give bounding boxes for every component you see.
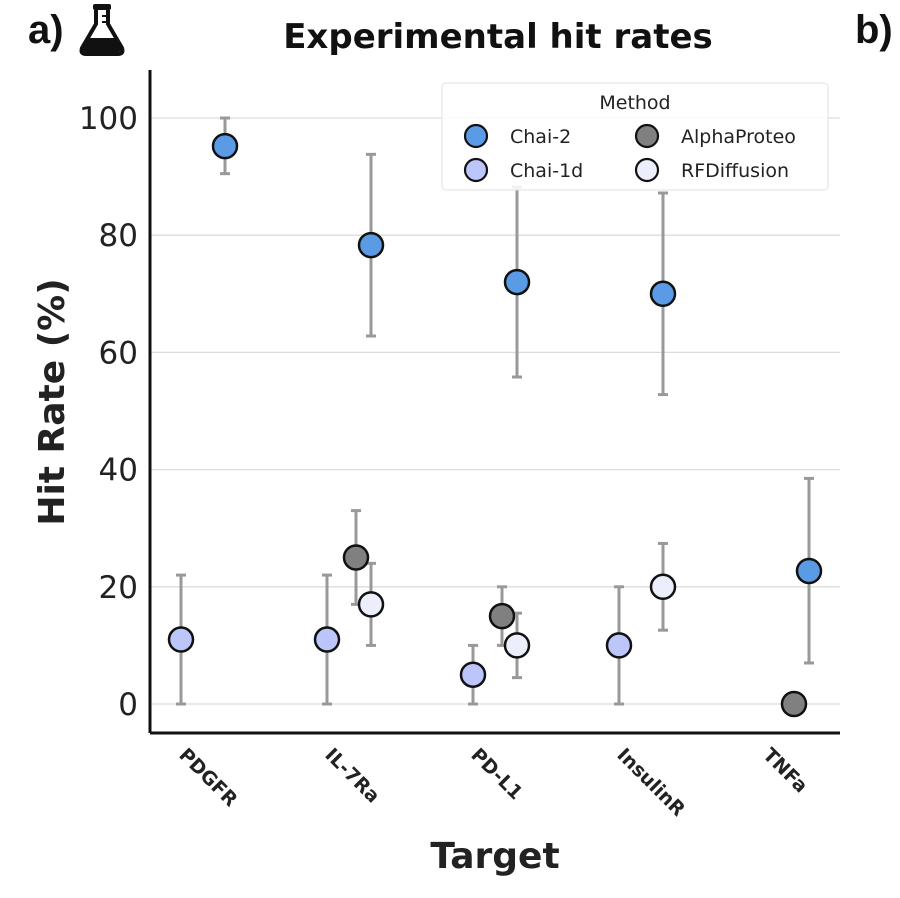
- x-tick-label: IL-7Ra: [320, 744, 383, 807]
- legend-box: [441, 82, 829, 191]
- x-tick-label: TNFa: [758, 744, 811, 797]
- data-point-chai-2: [357, 231, 385, 259]
- y-tick-label: 80: [99, 218, 138, 254]
- data-point-rfdiffusion: [503, 632, 531, 659]
- y-tick-label: 100: [79, 101, 138, 137]
- x-tick-label: PDGFR: [174, 744, 241, 811]
- x-axis-label: Target: [430, 836, 559, 877]
- legend-label: AlphaProteo: [681, 126, 796, 148]
- data-point-chai-1d: [167, 626, 195, 653]
- chart-title: Experimental hit rates: [283, 17, 713, 57]
- data-point-chai-1d: [459, 661, 487, 688]
- data-point-chai-1d: [313, 626, 341, 653]
- data-point-chai-2: [649, 280, 677, 308]
- y-tick-label: 0: [118, 687, 138, 723]
- flask-icon: [79, 4, 125, 56]
- y-tick-label: 20: [99, 570, 138, 606]
- legend-label: Chai-1d: [510, 160, 583, 182]
- data-point-rfdiffusion: [649, 573, 677, 601]
- y-tick-label: 40: [99, 453, 138, 489]
- panel-label-b: b): [855, 8, 893, 52]
- data-point-chai-2: [503, 268, 531, 296]
- data-point-alphaproteo: [780, 690, 808, 718]
- legend-label: Chai-2: [510, 126, 571, 148]
- data-point-alphaproteo: [488, 602, 516, 630]
- legend-label: RFDiffusion: [681, 160, 789, 182]
- y-tick-label: 60: [99, 335, 138, 371]
- legend-marker: [634, 123, 660, 149]
- legend-title: Method: [599, 92, 670, 114]
- x-tick-label: InsulinR: [612, 744, 689, 821]
- data-point-chai-1d: [605, 632, 633, 659]
- panel-label-a: a): [28, 8, 64, 52]
- data-point-chai-2: [795, 557, 823, 585]
- legend-marker: [463, 157, 489, 183]
- data-point-alphaproteo: [342, 544, 370, 571]
- data-point-rfdiffusion: [357, 591, 385, 618]
- x-tick-label: PD-L1: [466, 744, 526, 804]
- legend-marker: [463, 123, 489, 149]
- y-axis-label: Hit Rate (%): [32, 278, 73, 525]
- data-point-chai-2: [211, 132, 239, 160]
- legend-marker: [634, 157, 660, 183]
